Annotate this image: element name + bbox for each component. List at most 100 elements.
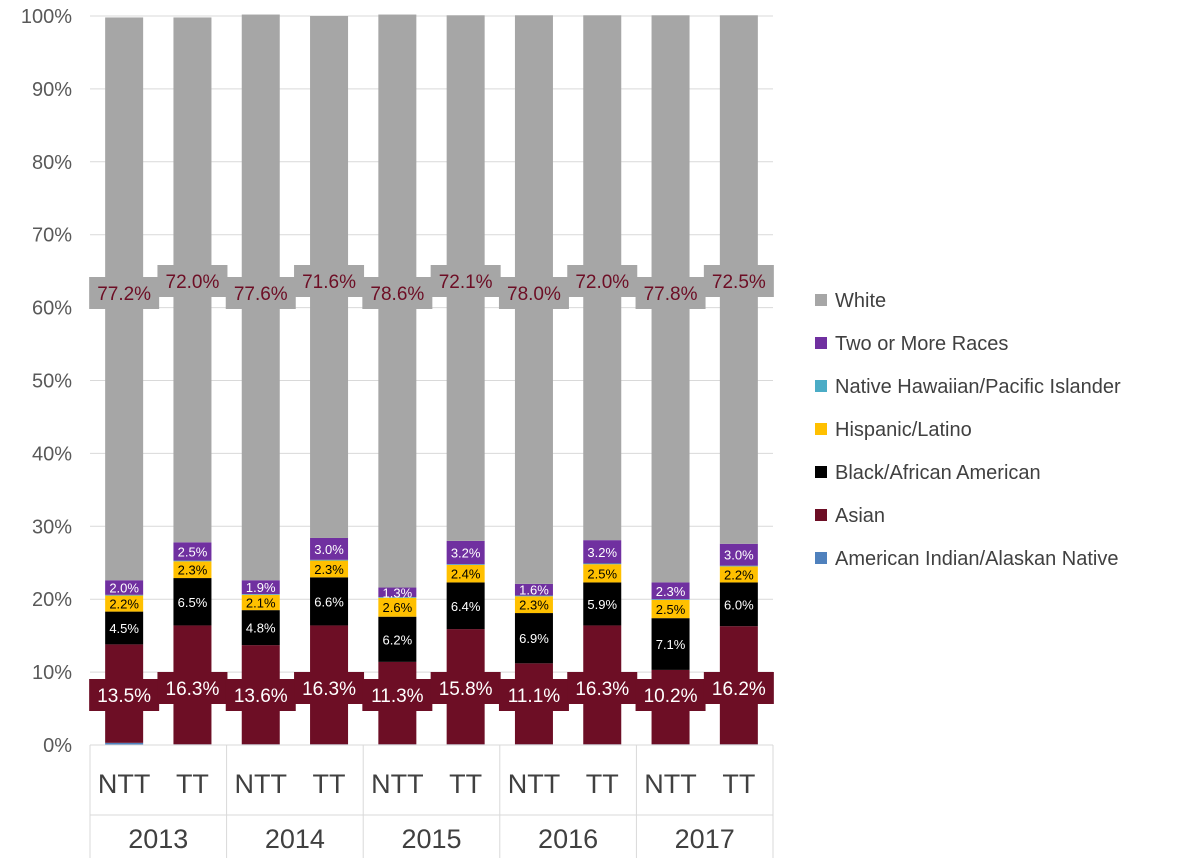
data-label-box (362, 277, 433, 309)
legend-label: White (835, 290, 886, 312)
legend-label: Hispanic/Latino (835, 419, 972, 441)
data-label: 16.3% (575, 679, 629, 700)
data-label: 72.1% (439, 272, 493, 293)
data-label: 2.5% (178, 544, 208, 559)
data-label: 16.3% (166, 679, 220, 700)
legend-swatch (815, 294, 827, 306)
x-tick-label: NTT (371, 769, 423, 799)
data-label: 11.1% (508, 686, 561, 707)
bar-segment (514, 613, 553, 664)
x-tick-label: TT (722, 769, 755, 799)
legend-swatch (815, 337, 827, 349)
data-label: 71.6% (302, 272, 356, 293)
bar-segment (310, 560, 349, 578)
data-label: 13.6% (234, 686, 288, 707)
data-label: 2.2% (109, 597, 139, 612)
bar-segment (446, 564, 485, 583)
bars (105, 14, 758, 745)
x-tick-label: NTT (644, 769, 696, 799)
bar-segment (583, 564, 622, 583)
bar-segment (241, 610, 280, 646)
data-label-box (157, 265, 228, 297)
bar-segment (651, 599, 690, 600)
data-label: 7.1% (656, 637, 686, 652)
y-tick-label: 60% (32, 298, 72, 320)
data-label: 6.9% (519, 631, 549, 646)
data-label: 13.5% (97, 686, 151, 707)
bar-segment (173, 542, 212, 561)
x-tick-label: NTT (508, 769, 560, 799)
x-tick-label: TT (176, 769, 209, 799)
legend-swatch (815, 380, 827, 392)
data-label: 72.5% (712, 272, 766, 293)
bar-segment (173, 561, 212, 579)
x-axis: NTT TT NTT TT NTT TT NTT TT NTT TT 2013 2014 2015 201… (89, 744, 774, 858)
data-label-box (498, 277, 569, 309)
data-label: 2.2% (724, 567, 754, 582)
bar-segment (241, 580, 280, 595)
bar-segment (105, 595, 144, 612)
data-label-box (430, 672, 501, 704)
data-label: 77.6% (234, 284, 288, 305)
data-label-box (89, 277, 160, 309)
bar-segment (105, 611, 144, 645)
y-tick-label: 90% (32, 79, 72, 101)
data-label: 4.8% (246, 621, 276, 636)
data-label-box (498, 679, 569, 711)
y-tick-label: 0% (43, 735, 72, 757)
y-axis-ticks: 0% 10% 20% 30% 40% 50% 60% 70% 80% 90% 100% (21, 6, 72, 757)
y-tick-label: 10% (32, 662, 72, 684)
data-label: 78.0% (507, 284, 561, 305)
bar-segment (514, 595, 553, 597)
legend-label: American Indian/Alaskan Native (835, 548, 1118, 570)
data-label: 2.4% (451, 567, 481, 582)
data-label-box (225, 277, 296, 309)
bar-segment (446, 540, 485, 565)
bar-segment (105, 580, 144, 595)
bar-segment (719, 565, 758, 567)
data-label: 15.8% (439, 679, 493, 700)
x-tick-label: NTT (98, 769, 150, 799)
x-group-label: 2015 (401, 824, 461, 854)
data-label: 3.0% (724, 548, 754, 563)
data-label-box (157, 672, 228, 704)
legend: White Two or More Races Native Hawaiian/Pa… (815, 290, 1121, 570)
data-label: 1.9% (246, 580, 276, 595)
data-label: 77.8% (644, 284, 698, 305)
data-label: 2.5% (587, 566, 617, 581)
data-label: 2.0% (109, 581, 139, 596)
x-group-label: 2016 (538, 824, 598, 854)
data-label: 6.4% (451, 599, 481, 614)
data-label-box (635, 679, 706, 711)
bar-segment (651, 618, 690, 670)
bar-segment (173, 560, 212, 562)
bar-segment (378, 597, 417, 598)
y-tick-label: 50% (32, 371, 72, 393)
legend-label: Two or More Races (835, 333, 1008, 355)
bar-segment (583, 563, 622, 565)
data-label: 2.3% (178, 563, 208, 578)
legend-swatch (815, 466, 827, 478)
data-label: 3.0% (314, 542, 344, 557)
bar-segment (583, 582, 622, 626)
data-label: 2.3% (656, 584, 686, 599)
data-label: 78.6% (370, 284, 424, 305)
data-label: 77.2% (97, 284, 151, 305)
x-tick-label: TT (586, 769, 619, 799)
bar-segment (378, 597, 417, 617)
x-group-label: 2017 (675, 824, 735, 854)
data-label: 3.2% (587, 545, 617, 560)
data-label: 2.3% (519, 598, 549, 613)
bar-segment (310, 559, 349, 561)
data-label: 6.6% (314, 594, 344, 609)
bar-segment (173, 578, 212, 626)
bar-segment (241, 594, 280, 611)
bar-segment (378, 587, 417, 598)
data-label: 72.0% (575, 272, 629, 293)
data-label-box (294, 265, 365, 297)
data-label: 6.2% (383, 632, 413, 647)
legend-label: Asian (835, 505, 885, 527)
legend-swatch (815, 423, 827, 435)
data-label-box (567, 672, 638, 704)
